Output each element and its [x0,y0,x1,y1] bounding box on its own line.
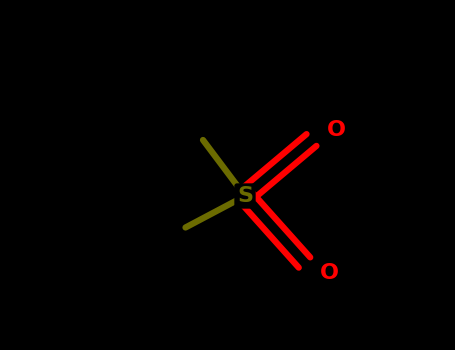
Text: O: O [319,263,339,283]
Text: O: O [327,119,345,140]
Text: S: S [237,186,253,206]
